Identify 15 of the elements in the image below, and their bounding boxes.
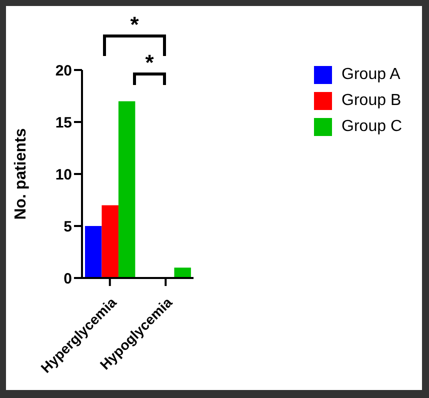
bar: [102, 205, 118, 278]
y-tick-label: 10: [55, 166, 72, 184]
y-tick-label: 5: [64, 218, 72, 236]
y-tick-label: 0: [64, 270, 72, 288]
y-tick-label: 20: [55, 62, 72, 80]
bar: [85, 226, 102, 278]
legend-label: Group B: [342, 92, 402, 109]
annotation: *: [145, 50, 154, 75]
legend-label: Group A: [342, 66, 400, 83]
legend-label: Group C: [342, 118, 402, 135]
bar: [118, 101, 136, 278]
y-axis-title: No. patients: [12, 128, 30, 220]
y-tick-label: 15: [55, 114, 72, 132]
bar: [174, 268, 191, 278]
text: *: [130, 12, 140, 37]
